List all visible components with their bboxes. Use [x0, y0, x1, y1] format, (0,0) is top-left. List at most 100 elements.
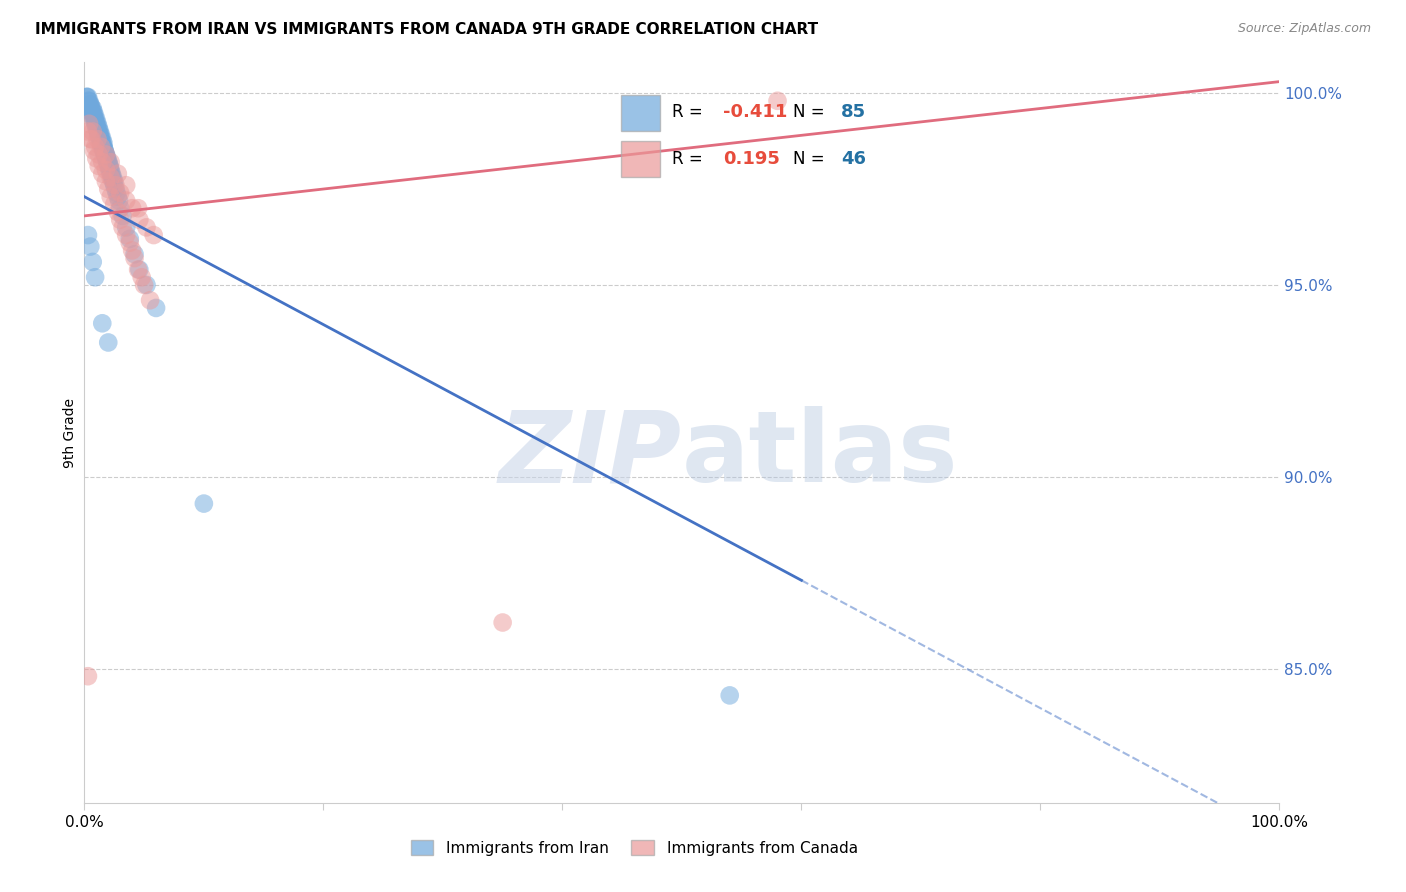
Point	[82, 124, 104, 138]
Point	[97, 155, 120, 169]
Point	[96, 155, 118, 169]
Text: IMMIGRANTS FROM IRAN VS IMMIGRANTS FROM CANADA 9TH GRADE CORRELATION CHART: IMMIGRANTS FROM IRAN VS IMMIGRANTS FROM …	[35, 22, 818, 37]
Point	[84, 117, 107, 131]
Point	[100, 190, 122, 204]
Point	[93, 144, 115, 158]
Point	[94, 147, 117, 161]
Point	[86, 120, 108, 135]
Point	[124, 251, 146, 265]
Point	[115, 220, 138, 235]
Point	[79, 132, 101, 146]
Point	[132, 277, 156, 292]
Point	[93, 144, 115, 158]
Point	[86, 152, 108, 166]
Legend: Immigrants from Iran, Immigrants from Canada: Immigrants from Iran, Immigrants from Ca…	[405, 834, 863, 862]
Point	[98, 162, 121, 177]
FancyBboxPatch shape	[620, 95, 659, 131]
Point	[83, 109, 105, 123]
Point	[145, 301, 167, 315]
Point	[97, 182, 120, 196]
Point	[98, 159, 121, 173]
Point	[91, 132, 114, 146]
Point	[82, 255, 104, 269]
Point	[111, 209, 134, 223]
Point	[77, 228, 100, 243]
Point	[103, 197, 125, 211]
Text: 46: 46	[841, 150, 866, 168]
Point	[79, 102, 101, 116]
Point	[100, 167, 122, 181]
Point	[87, 124, 110, 138]
Point	[93, 140, 115, 154]
Point	[94, 147, 117, 161]
Point	[84, 109, 107, 123]
Point	[127, 201, 149, 215]
Point	[128, 212, 150, 227]
Text: 0.195: 0.195	[724, 150, 780, 168]
Point	[86, 120, 108, 135]
Point	[103, 174, 125, 188]
Point	[100, 170, 122, 185]
Point	[91, 316, 114, 330]
Point	[111, 220, 134, 235]
Point	[87, 159, 110, 173]
Text: N =: N =	[793, 103, 830, 121]
Point	[91, 140, 114, 154]
Point	[86, 117, 108, 131]
Point	[87, 128, 110, 143]
Point	[79, 97, 101, 112]
Point	[79, 97, 101, 112]
Point	[83, 105, 105, 120]
Point	[87, 120, 110, 135]
Point	[105, 186, 128, 200]
Point	[100, 155, 122, 169]
Point	[104, 182, 127, 196]
Point	[103, 178, 125, 193]
Point	[94, 152, 117, 166]
Point	[86, 113, 108, 128]
Point	[77, 94, 100, 108]
Point	[90, 132, 112, 146]
Point	[101, 170, 124, 185]
Point	[89, 128, 111, 143]
Point	[118, 232, 141, 246]
Point	[139, 293, 162, 308]
Point	[79, 239, 101, 253]
Point	[97, 159, 120, 173]
Point	[89, 124, 111, 138]
Text: 85: 85	[841, 103, 866, 121]
Point	[131, 270, 153, 285]
Point	[121, 201, 143, 215]
Text: -0.411: -0.411	[724, 103, 787, 121]
Point	[77, 117, 100, 131]
Point	[193, 497, 215, 511]
Point	[135, 220, 157, 235]
Point	[77, 124, 100, 138]
Point	[94, 162, 117, 177]
Point	[86, 124, 108, 138]
Point	[89, 132, 111, 146]
Text: R =: R =	[672, 150, 713, 168]
Point	[80, 105, 103, 120]
Point	[93, 144, 115, 158]
Point	[101, 167, 124, 181]
Point	[82, 102, 104, 116]
Point	[101, 174, 124, 188]
Point	[115, 194, 138, 208]
Point	[718, 689, 741, 703]
Text: Source: ZipAtlas.com: Source: ZipAtlas.com	[1237, 22, 1371, 36]
Point	[115, 178, 138, 193]
Point	[77, 669, 100, 683]
Point	[86, 132, 108, 146]
Point	[127, 262, 149, 277]
Point	[90, 128, 112, 143]
Y-axis label: 9th Grade: 9th Grade	[63, 398, 77, 467]
FancyBboxPatch shape	[620, 141, 659, 177]
Point	[107, 190, 129, 204]
Point	[76, 90, 98, 104]
Point	[104, 178, 127, 193]
Point	[108, 194, 131, 208]
Point	[86, 117, 108, 131]
Point	[91, 136, 114, 150]
Text: ZIP: ZIP	[499, 407, 682, 503]
